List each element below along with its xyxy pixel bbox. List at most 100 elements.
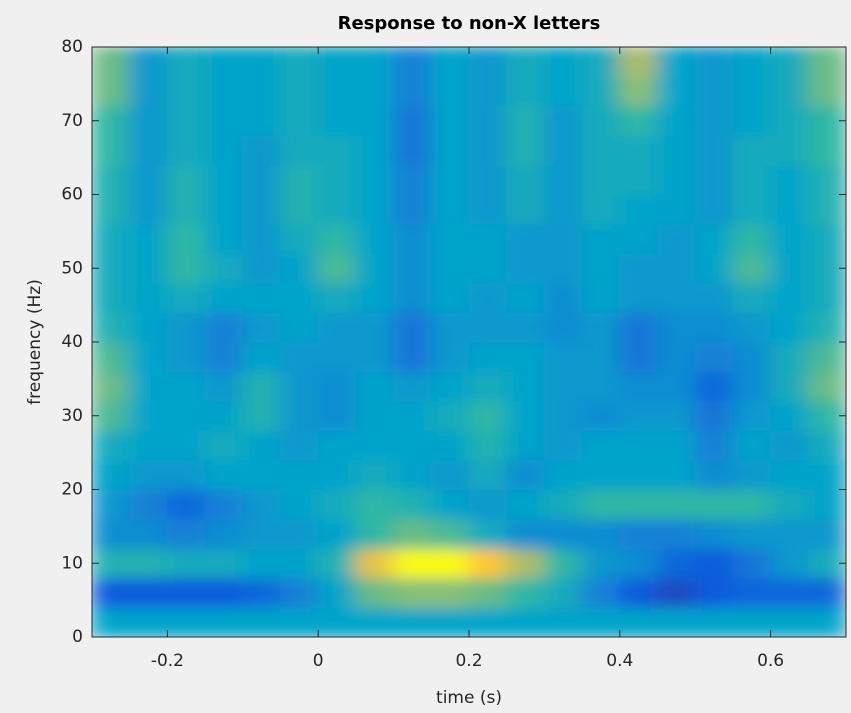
heatmap-cell (129, 341, 168, 372)
heatmap-cell (694, 47, 734, 77)
heatmap-cell (732, 371, 772, 402)
heatmap-cell (506, 548, 545, 579)
heatmap-cell (129, 164, 168, 195)
heatmap-cell (317, 164, 357, 195)
heatmap-cell (393, 607, 432, 637)
heatmap-cell (657, 607, 696, 637)
heatmap-cell (280, 282, 319, 313)
heatmap-cell (732, 76, 772, 107)
heatmap-cell (129, 312, 168, 343)
heatmap-cell (543, 430, 583, 461)
heatmap-cell (732, 430, 772, 461)
heatmap-cell (807, 164, 846, 195)
heatmap-cell (732, 194, 772, 225)
heatmap-cell (543, 312, 583, 343)
heatmap-cell (317, 47, 357, 77)
heatmap-cells (92, 47, 846, 637)
heatmap-cell (393, 223, 432, 254)
heatmap-cell (92, 341, 131, 372)
heatmap-cell (694, 607, 734, 637)
heatmap-cell (694, 312, 734, 343)
heatmap-cell (317, 489, 357, 520)
heatmap-cell (770, 253, 809, 284)
heatmap-cell (732, 164, 772, 195)
heatmap-cell (506, 105, 545, 136)
heatmap-cell (317, 371, 357, 402)
heatmap-cell (92, 371, 131, 402)
heatmap-cell (166, 105, 206, 136)
heatmap-cell (468, 312, 508, 343)
heatmap-cell (468, 548, 508, 579)
heatmap-cell (355, 282, 395, 313)
heatmap-cell (694, 253, 734, 284)
heatmap-cell (204, 47, 244, 77)
heatmap-cell (581, 223, 621, 254)
heatmap-cell (92, 135, 131, 166)
heatmap-cell (506, 223, 545, 254)
heatmap-cell (393, 400, 432, 431)
heatmap-cell (770, 607, 809, 637)
heatmap-cell (619, 164, 658, 195)
heatmap-cell (807, 312, 846, 343)
x-tick-label: 0.6 (757, 651, 784, 671)
heatmap-cell (506, 47, 545, 77)
heatmap-cell (280, 105, 319, 136)
heatmap-cell (280, 47, 319, 77)
heatmap-cell (355, 577, 395, 608)
heatmap-cell (770, 312, 809, 343)
heatmap-cell (619, 430, 658, 461)
heatmap-cell (129, 76, 168, 107)
heatmap-cell (581, 548, 621, 579)
heatmap-cell (393, 312, 432, 343)
heatmap-cell (770, 164, 809, 195)
heatmap-cell (430, 489, 470, 520)
heatmap-cell (543, 47, 583, 77)
heatmap-cell (355, 223, 395, 254)
heatmap-cell (581, 253, 621, 284)
heatmap-cell (166, 253, 206, 284)
heatmap-cell (807, 194, 846, 225)
heatmap-cell (242, 135, 281, 166)
heatmap-cell (506, 400, 545, 431)
heatmap-cell (506, 430, 545, 461)
heatmap-cell (543, 518, 583, 549)
heatmap-cell (280, 400, 319, 431)
heatmap-cell (129, 282, 168, 313)
heatmap-cell (317, 105, 357, 136)
heatmap-cell (393, 548, 432, 579)
heatmap-cell (129, 105, 168, 136)
heatmap-cell (770, 430, 809, 461)
heatmap-cell (317, 341, 357, 372)
heatmap-cell (770, 400, 809, 431)
heatmap-cell (506, 371, 545, 402)
heatmap-cell (770, 135, 809, 166)
heatmap-cell (694, 164, 734, 195)
y-tick-label: 0 (72, 627, 83, 647)
heatmap-cell (242, 47, 281, 77)
heatmap-cell (732, 400, 772, 431)
heatmap-cell (694, 76, 734, 107)
heatmap-cell (619, 577, 658, 608)
heatmap-cell (657, 194, 696, 225)
heatmap-cell (581, 105, 621, 136)
heatmap-cell (92, 223, 131, 254)
heatmap-cell (317, 282, 357, 313)
heatmap-cell (430, 577, 470, 608)
heatmap-cell (694, 371, 734, 402)
heatmap-cell (543, 253, 583, 284)
heatmap-cell (242, 489, 281, 520)
heatmap-cell (581, 194, 621, 225)
heatmap-cell (770, 76, 809, 107)
heatmap-cell (430, 164, 470, 195)
heatmap-cell (129, 459, 168, 490)
heatmap-cell (581, 47, 621, 77)
heatmap-cell (280, 135, 319, 166)
heatmap-cell (204, 459, 244, 490)
heatmap-cell (468, 253, 508, 284)
heatmap-cell (317, 76, 357, 107)
heatmap-cell (204, 489, 244, 520)
heatmap-cell (280, 577, 319, 608)
heatmap-cell (770, 194, 809, 225)
heatmap-cell (204, 223, 244, 254)
heatmap-cell (430, 253, 470, 284)
